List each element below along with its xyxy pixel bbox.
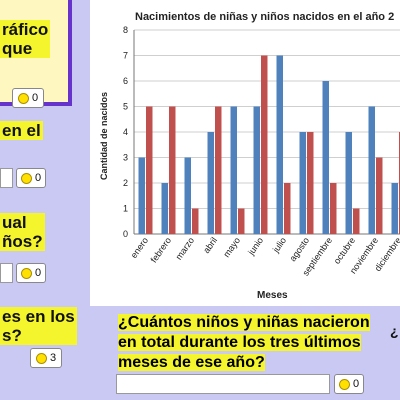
chart-bar-octubre-series-2 <box>353 208 360 234</box>
chart-bar-febrero-series-2 <box>169 106 176 234</box>
chart-x-tick-label: agosto <box>287 235 311 263</box>
chart-bar-abril-series-1 <box>207 132 214 234</box>
question-4-score: 3 <box>49 352 57 364</box>
chart-bar-octubre-series-1 <box>345 132 352 234</box>
chart-x-axis-label: Meses <box>257 290 288 301</box>
chart-x-tick-label: marzo <box>174 235 197 261</box>
question-4-line: es en los <box>0 307 77 326</box>
question-2-line: en el <box>0 121 43 140</box>
chart-bar-enero-series-1 <box>138 157 145 234</box>
chart-bar-diciembre-series-1 <box>391 183 398 234</box>
question-4-text: es en los s? <box>0 307 77 345</box>
coin-icon <box>35 352 47 364</box>
question-1-score-button[interactable]: 0 <box>12 88 44 108</box>
question-5-line: en total durante los tres últimos <box>118 334 361 351</box>
question-3-score: 0 <box>34 267 42 279</box>
chart-y-tick-label: 3 <box>123 153 128 163</box>
question-3-line: ños? <box>0 232 45 251</box>
question-5-score-button[interactable]: 0 <box>334 374 364 394</box>
chart-y-tick-label: 7 <box>123 51 128 61</box>
chart-bar-abril-series-2 <box>215 106 222 234</box>
births-chart: Nacimientos de niñas y niños nacidos en … <box>90 0 400 306</box>
chart-y-axis-label: Cantidad de nacidos <box>99 92 109 180</box>
chart-x-tick-label: enero <box>129 235 150 260</box>
question-2-score: 0 <box>34 172 42 184</box>
question-3-answer-input[interactable] <box>0 263 13 283</box>
question-5-line: meses de ese año? <box>118 354 265 371</box>
coin-icon <box>20 267 32 279</box>
question-3-text: ual ños? <box>0 213 45 251</box>
chart-x-tick-label: febrero <box>149 235 174 264</box>
chart-bar-junio-series-2 <box>261 55 268 234</box>
question-2-text: en el <box>0 121 43 140</box>
question-3-line: ual <box>0 213 45 232</box>
chart-y-tick-label: 2 <box>123 178 128 188</box>
question-4-score-button[interactable]: 3 <box>30 348 62 368</box>
chart-y-tick-label: 6 <box>123 76 128 86</box>
chart-bar-agosto-series-1 <box>299 132 306 234</box>
coin-icon <box>20 172 32 184</box>
chart-bar-julio-series-2 <box>284 183 291 234</box>
question-3-score-button[interactable]: 0 <box>16 263 46 283</box>
chart-x-tick-label: julio <box>270 235 288 255</box>
question-5-score: 0 <box>352 378 360 390</box>
chart-bar-septiembre-series-1 <box>322 81 329 234</box>
chart-bar-enero-series-2 <box>146 106 153 234</box>
chart-bar-julio-series-1 <box>276 55 283 234</box>
chart-bar-noviembre-series-1 <box>368 106 375 234</box>
question-1-text: ráfico que <box>0 20 51 58</box>
question-2-answer-input[interactable] <box>0 168 13 188</box>
chart-bar-agosto-series-2 <box>307 132 314 234</box>
chart-x-tick-label: abril <box>201 235 219 255</box>
births-bar-chart: Nacimientos de niñas y niños nacidos en … <box>99 11 400 301</box>
question-4-line: s? <box>0 326 77 345</box>
chart-x-tick-label: mayo <box>221 235 242 259</box>
question-2-score-button[interactable]: 0 <box>16 168 46 188</box>
chart-bar-septiembre-series-2 <box>330 183 337 234</box>
chart-bar-febrero-series-1 <box>161 183 168 234</box>
chart-bar-junio-series-1 <box>253 106 260 234</box>
question-1-line: que <box>0 39 51 58</box>
chart-bar-noviembre-series-2 <box>376 157 383 234</box>
chart-title: Nacimientos de niñas y niños nacidos en … <box>135 11 394 23</box>
chart-y-tick-label: 5 <box>123 102 128 112</box>
question-5-line: ¿Cuántos niños y niñas nacieron <box>118 314 370 331</box>
question-5-text: ¿Cuántos niños y niñas nacieron en total… <box>118 313 380 373</box>
coin-icon <box>338 378 350 390</box>
question-1-line: ráfico <box>0 20 51 39</box>
coin-icon <box>17 92 29 104</box>
chart-bar-marzo-series-1 <box>184 157 191 234</box>
chart-y-tick-label: 8 <box>123 25 128 35</box>
chart-y-tick-label: 1 <box>123 204 128 214</box>
chart-bar-mayo-series-2 <box>238 208 245 234</box>
chart-y-tick-label: 0 <box>123 229 128 239</box>
chart-x-tick-label: junio <box>245 235 265 257</box>
chart-bar-marzo-series-2 <box>192 208 199 234</box>
chart-bar-mayo-series-1 <box>230 106 237 234</box>
chart-y-tick-label: 4 <box>123 127 128 137</box>
next-question-partial: ¿ <box>390 323 399 339</box>
question-1-score: 0 <box>31 92 39 104</box>
question-5-answer-input[interactable] <box>116 374 330 394</box>
